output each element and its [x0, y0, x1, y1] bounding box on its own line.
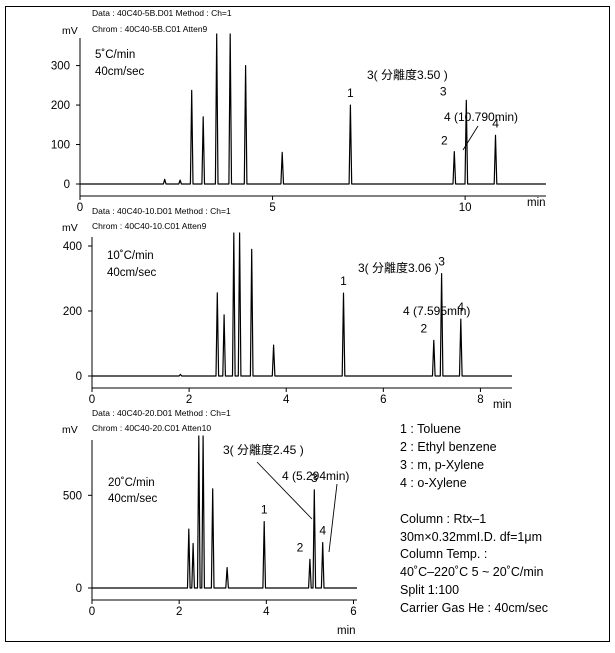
- panel2-x-unit: min: [493, 399, 512, 411]
- peak-label-4: 4: [319, 524, 326, 538]
- x-tick-label: 2: [186, 394, 192, 406]
- panel3-header-line2: Chrom : 40C40-20.C01 Atten10: [92, 423, 211, 433]
- y-tick-label: 200: [51, 100, 70, 112]
- panel3-peak-labels: 1 2 3 4: [261, 471, 327, 555]
- panel2-header-line2: Chrom : 40C40-10.C01 Atten9: [92, 221, 207, 231]
- x-tick-label: 10: [459, 202, 472, 214]
- panel2-resolution-label: 3( 分離度3.06 ): [358, 260, 439, 275]
- x-tick-label: 0: [77, 202, 83, 214]
- method-dimensions: 30m×0.32mmI.D. df=1μm: [400, 530, 542, 544]
- chromatogram-panel-10c: Data : 40C40-10.D01 Method : Ch=1 Chrom …: [62, 206, 512, 411]
- panel1-header-line2: Chrom : 40C40-5B.C01 Atten9: [92, 24, 208, 34]
- peak-label-2: 2: [441, 134, 448, 148]
- panel1-condition-velocity: 40cm/sec: [95, 66, 144, 78]
- panel2-retention-label: 4 (7.595min): [403, 304, 470, 318]
- legend-toluene: 1 : Toluene: [400, 422, 461, 436]
- method-column-temp-label: Column Temp. :: [400, 547, 487, 561]
- y-tick-label: 500: [63, 490, 82, 502]
- method-carrier-gas: Carrier Gas He : 40cm/sec: [400, 601, 548, 615]
- y-tick-label: 100: [51, 140, 70, 152]
- panel3-x-unit: min: [337, 625, 356, 637]
- y-tick-label: 0: [76, 371, 82, 383]
- method-temp-program: 40˚C–220˚C 5 ~ 20˚C/min: [400, 565, 544, 579]
- y-tick-label: 300: [51, 61, 70, 73]
- x-tick-label: 6: [380, 394, 386, 406]
- legend-mp-xylene: 3 : m, p-Xylene: [400, 458, 484, 472]
- peak-label-2: 2: [297, 540, 304, 554]
- panel1-x-unit: min: [527, 197, 546, 209]
- panel2-trace: [92, 232, 512, 377]
- peak-label-1: 1: [261, 503, 268, 517]
- peak-label-4: 4: [492, 116, 499, 130]
- panel2-header-line1: Data : 40C40-10.D01 Method : Ch=1: [92, 206, 231, 216]
- panel1-resolution-label: 3( 分離度3.50 ): [367, 67, 448, 82]
- panel3-resolution-label: 3( 分離度2.45 ): [223, 442, 304, 457]
- panel3-resolution-leader: [256, 461, 313, 520]
- y-tick-label: 0: [64, 179, 70, 191]
- panel1-ticks: 0 100 200 300 0 5 10: [51, 61, 472, 214]
- legend-o-xylene: 4 : o-Xylene: [400, 476, 467, 490]
- x-tick-label: 4: [283, 394, 290, 406]
- x-tick-label: 4: [263, 606, 270, 618]
- peak-label-2: 2: [420, 321, 427, 335]
- method-column: Column : Rtx–1: [400, 512, 486, 526]
- panel2-y-unit: mV: [62, 222, 78, 234]
- panel1-peak-labels: 1 2 3 4: [347, 84, 499, 147]
- peak-label-1: 1: [347, 86, 354, 100]
- panel2-peak-labels: 1 2 3 4: [340, 255, 464, 336]
- y-tick-label: 400: [63, 241, 82, 253]
- x-tick-label: 6: [350, 606, 356, 618]
- peak-label-4: 4: [457, 300, 464, 314]
- panel3-header-line1: Data : 40C40-20.D01 Method : Ch=1: [92, 408, 231, 418]
- panel3-retention-label: 4 (5.294min): [282, 469, 349, 483]
- peak-label-1: 1: [340, 274, 347, 288]
- panel1-condition-rate: 5˚C/min: [95, 49, 135, 61]
- x-tick-label: 0: [89, 606, 95, 618]
- chromatogram-panel-20c: Data : 40C40-20.D01 Method : Ch=1 Chrom …: [62, 408, 357, 637]
- panel3-condition-velocity: 40cm/sec: [108, 493, 157, 505]
- peak-label-3: 3: [438, 255, 445, 269]
- chromatogram-panel-5c: Data : 40C40-5B.D01 Method : Ch=1 Chrom …: [51, 8, 546, 214]
- x-tick-label: 5: [269, 202, 275, 214]
- panel1-y-unit: mV: [62, 25, 78, 37]
- x-tick-label: 2: [176, 606, 182, 618]
- panel1-header-line1: Data : 40C40-5B.D01 Method : Ch=1: [92, 8, 232, 18]
- legend-ethyl-benzene: 2 : Ethyl benzene: [400, 440, 497, 454]
- outer-frame: [5, 6, 610, 642]
- y-tick-label: 0: [76, 583, 82, 595]
- panel3-ticks: 0 500 0 2 4 6: [63, 490, 357, 618]
- panel3-trace: [92, 435, 357, 589]
- compound-legend: 1 : Toluene 2 : Ethyl benzene 3 : m, p-X…: [400, 422, 497, 490]
- peak-label-3: 3: [311, 471, 318, 485]
- panel1-trace: [80, 33, 546, 185]
- x-tick-label: 0: [89, 394, 95, 406]
- panel3-condition-rate: 20˚C/min: [108, 477, 155, 489]
- panel2-condition-rate: 10˚C/min: [107, 250, 154, 262]
- method-split: Split 1:100: [400, 583, 459, 597]
- method-conditions: Column : Rtx–1 30m×0.32mmI.D. df=1μm Col…: [400, 512, 548, 615]
- peak-label-3: 3: [440, 84, 447, 98]
- panel2-ticks: 0 200 400 0 2 4 6 8: [63, 241, 484, 406]
- y-tick-label: 200: [63, 306, 82, 318]
- x-tick-label: 8: [477, 394, 483, 406]
- panel3-retention-leader: [328, 483, 338, 553]
- panel1-retention-label: 4 (10.790min): [444, 110, 518, 124]
- panel2-condition-velocity: 40cm/sec: [107, 267, 156, 279]
- panel3-y-unit: mV: [62, 424, 78, 436]
